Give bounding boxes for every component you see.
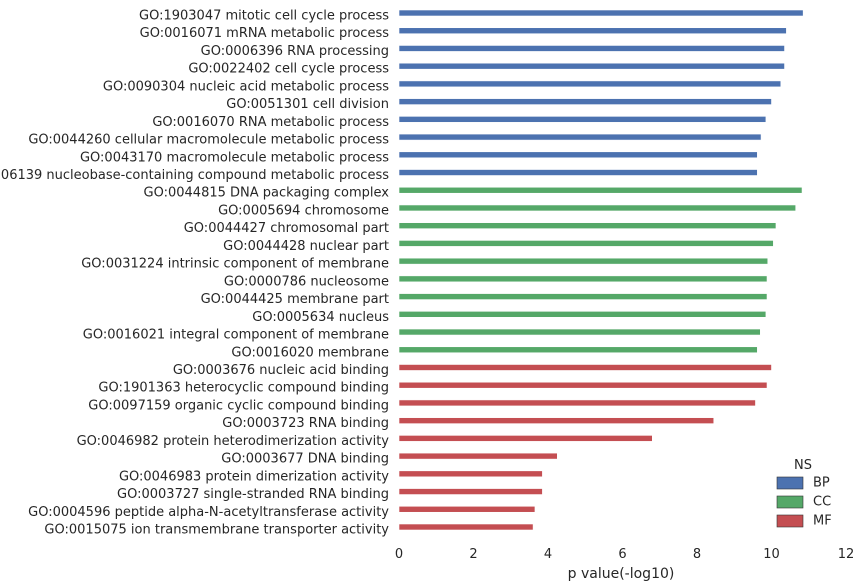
category-label: GO:0022402 cell cycle process: [188, 62, 389, 77]
bar: [398, 452, 558, 460]
x-axis-ticks: 0 2 4 6 8 10 12: [395, 547, 854, 562]
category-label: GO:0003727 single-stranded RNA binding: [117, 487, 389, 502]
legend[interactable]: NS BP CC MF: [776, 458, 832, 529]
bar: [398, 204, 797, 212]
category-label: GO:0044425 membrane part: [201, 292, 389, 307]
bar: [398, 399, 756, 407]
x-tick-label: 6: [618, 547, 626, 562]
bar: [398, 488, 543, 495]
x-tick-label: 12: [838, 547, 855, 562]
category-labels: GO:1903047 mitotic cell cycle process GO:…: [0, 9, 389, 538]
bar: [398, 116, 767, 123]
bar: [398, 240, 774, 247]
bar: [398, 346, 758, 354]
bar: [398, 275, 768, 283]
bar: [398, 27, 787, 35]
x-tick-label: 2: [469, 547, 477, 562]
x-tick-label: 8: [693, 547, 701, 562]
bar: [398, 435, 653, 442]
bar: [398, 151, 758, 159]
bars: [398, 9, 804, 531]
legend-label: BP: [813, 476, 830, 491]
bar: [398, 381, 768, 389]
bar: [398, 328, 761, 336]
category-label: GO:0000786 nucleosome: [224, 274, 389, 289]
category-label: GO:0046982 protein heterodimerization ac…: [77, 434, 390, 449]
category-label: GO:0004596 peptide alpha-N-acetyltransfe…: [28, 505, 389, 520]
bar: [398, 80, 782, 88]
category-label: GO:0044427 chromosomal part: [184, 221, 389, 236]
bar: [398, 505, 536, 513]
category-label: GO:0016021 integral component of membran…: [83, 328, 389, 343]
category-label: GO:0016020 membrane: [231, 345, 389, 360]
legend-swatch: [776, 514, 804, 528]
bar: [398, 311, 767, 318]
category-label: GO:1901363 heterocyclic compound binding: [98, 381, 389, 396]
bar: [398, 45, 785, 52]
bar: [398, 523, 534, 531]
bar: [398, 169, 758, 176]
bar: [398, 470, 543, 478]
category-label: GO:0046983 protein dimerization activity: [119, 469, 389, 484]
category-label: GO:0006139 nucleobase-containing compoun…: [0, 168, 389, 183]
legend-label: CC: [813, 495, 831, 510]
category-label: GO:0044428 nuclear part: [223, 239, 389, 254]
category-label: GO:0005694 chromosome: [218, 203, 389, 218]
bar: [398, 62, 785, 70]
category-label: GO:0003676 nucleic acid binding: [173, 363, 389, 378]
category-label: GO:0003677 DNA binding: [221, 452, 389, 467]
bar: [398, 257, 769, 265]
legend-items: BP CC MF: [776, 476, 832, 529]
bar: [398, 9, 804, 17]
category-label: GO:0015075 ion transmembrane transporter…: [44, 523, 389, 538]
category-label: GO:0097159 organic cyclic compound bindi…: [88, 398, 389, 413]
category-label: GO:0006396 RNA processing: [201, 44, 389, 59]
legend-title: NS: [794, 458, 812, 473]
category-label: GO:0003723 RNA binding: [222, 416, 389, 431]
x-tick-label: 0: [395, 547, 403, 562]
bar: [398, 133, 762, 141]
bar: [398, 186, 803, 194]
legend-swatch: [776, 495, 804, 509]
x-axis-title: p value(-log10): [568, 566, 675, 582]
bar: [398, 222, 777, 229]
category-label: GO:0005634 nucleus: [252, 310, 389, 325]
category-label: GO:1903047 mitotic cell cycle process: [139, 9, 389, 24]
category-label: GO:0051301 cell division: [226, 97, 389, 112]
category-label: GO:0090304 nucleic acid metabolic proces…: [103, 79, 389, 94]
category-label: GO:0016071 mRNA metabolic process: [140, 26, 390, 41]
bar: [398, 417, 715, 424]
category-label: GO:0031224 intrinsic component of membra…: [81, 257, 389, 272]
legend-swatch: [776, 476, 804, 490]
bar: [398, 364, 772, 371]
legend-label: MF: [813, 514, 832, 529]
category-label: GO:0044260 cellular macromolecule metabo…: [28, 133, 389, 148]
x-tick-label: 10: [763, 547, 780, 562]
bar: [398, 293, 768, 300]
x-tick-label: 4: [544, 547, 552, 562]
category-label: GO:0044815 DNA packaging complex: [144, 186, 390, 201]
bar: [398, 98, 772, 105]
category-label: GO:0016070 RNA metabolic process: [152, 115, 389, 130]
category-label: GO:0043170 macromolecule metabolic proce…: [80, 150, 389, 165]
